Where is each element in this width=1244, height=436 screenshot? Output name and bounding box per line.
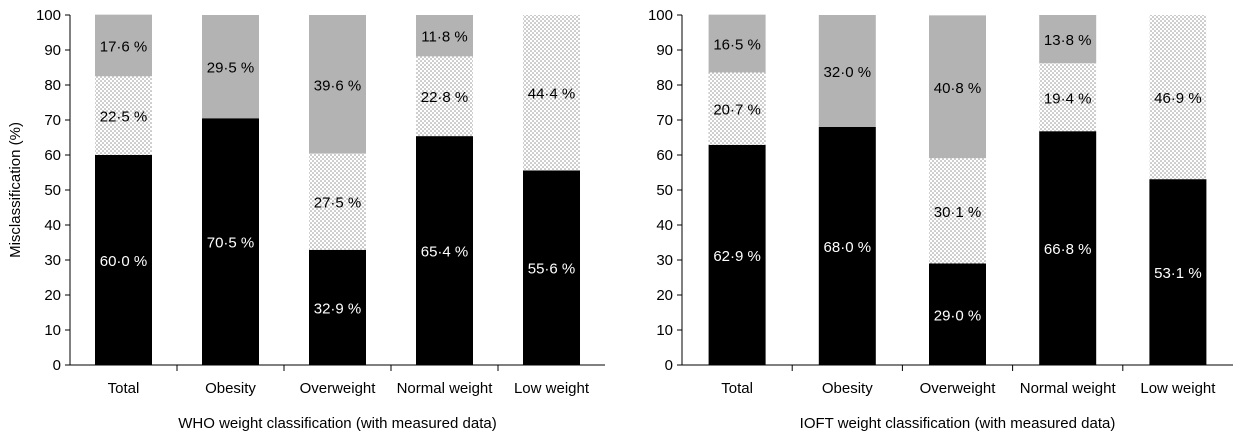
- y-tick-label: 100: [36, 7, 61, 24]
- bar-segment: [95, 155, 152, 365]
- y-tick-label: 50: [656, 182, 673, 199]
- x-category-label: Overweight: [920, 380, 997, 397]
- bar-data-label: 55·6 %: [528, 261, 576, 278]
- bar-segment: [416, 15, 473, 57]
- y-tick-label: 0: [53, 357, 61, 374]
- bar-data-label: 17·6 %: [100, 38, 148, 55]
- x-axis-title: WHO weight classification (with measured…: [178, 415, 496, 432]
- bar-data-label: 40·8 %: [934, 80, 982, 97]
- bar-data-label: 32·0 %: [824, 64, 872, 81]
- bar-data-label: 19·4 %: [1044, 90, 1092, 107]
- y-tick-label: 60: [656, 147, 673, 164]
- y-tick-label: 50: [44, 182, 61, 199]
- bar-segment: [1039, 15, 1097, 64]
- x-category-label: Obesity: [822, 380, 873, 397]
- ioft-chart-panel: 0 10 20 30 40 50 60 70 80 90 100 62·9 % 20·7 % 16·5 %…: [648, 7, 1233, 432]
- x-category-label: Total: [108, 380, 140, 397]
- bar-segment: [929, 15, 986, 159]
- bar-data-label: 27·5 %: [314, 195, 362, 212]
- y-tick-label: 20: [44, 287, 61, 304]
- x-axis-title: IOFT weight classification (with measure…: [800, 415, 1116, 432]
- y-tick-label: 0: [665, 357, 673, 374]
- bar-data-label: 68·0 %: [824, 239, 872, 256]
- bar-data-label: 29·5 %: [207, 60, 255, 77]
- y-tick-label: 40: [44, 217, 61, 234]
- y-tick-label: 40: [656, 217, 673, 234]
- bar-segment: [708, 72, 766, 145]
- y-tick-label: 80: [656, 77, 673, 94]
- who-chart-panel: 0 10 20 30 40 50 60 70 80 90 100 60·0 % 22·5 % 17·6 %…: [7, 7, 605, 432]
- bar-segment: [818, 127, 876, 365]
- bar-segment: [309, 249, 366, 365]
- y-tick-label: 30: [656, 252, 673, 269]
- bar-data-label: 32·9 %: [314, 300, 362, 317]
- x-category-label: Low weight: [1140, 380, 1216, 397]
- bar-segment: [1039, 63, 1097, 132]
- bar-data-label: 29·0 %: [934, 307, 982, 324]
- bar-segment: [1149, 179, 1207, 365]
- y-tick-label: 30: [44, 252, 61, 269]
- bar-data-label: 62·9 %: [713, 248, 761, 265]
- y-tick-label: 10: [656, 322, 673, 339]
- bar-segment: [309, 15, 366, 154]
- y-tick-label: 90: [44, 42, 61, 59]
- bar-segment: [95, 76, 152, 155]
- bar-data-label: 46·9 %: [1154, 90, 1202, 107]
- x-category-label: Low weight: [514, 380, 590, 397]
- bar-segment: [523, 170, 580, 365]
- bar-segment: [416, 56, 473, 137]
- bar-data-label: 65·4 %: [421, 244, 469, 261]
- y-axis-title: Misclassification (%): [7, 122, 24, 258]
- bar-data-label: 22·5 %: [100, 109, 148, 126]
- bar-segment: [416, 136, 473, 365]
- x-category-label: Total: [721, 380, 753, 397]
- y-tick-label: 10: [44, 322, 61, 339]
- bar-data-label: 60·0 %: [100, 253, 148, 270]
- y-tick-label: 70: [44, 112, 61, 129]
- bar-data-label: 16·5 %: [713, 37, 761, 54]
- bar-segment: [202, 15, 259, 119]
- bar-data-label: 20·7 %: [713, 102, 761, 119]
- y-tick-label: 60: [44, 147, 61, 164]
- bar-segment: [929, 263, 986, 365]
- bar-data-label: 66·8 %: [1044, 241, 1092, 258]
- bar-segment: [523, 15, 580, 171]
- bar-segment: [708, 144, 766, 365]
- bar-data-label: 70·5 %: [207, 235, 255, 252]
- bar-segment: [818, 15, 876, 127]
- y-tick-label: 100: [648, 7, 673, 24]
- x-category-label: Normal weight: [397, 380, 494, 397]
- bar-data-label: 53·1 %: [1154, 265, 1202, 282]
- bar-segment: [202, 118, 259, 365]
- bar-segment: [1039, 131, 1097, 365]
- bar-data-label: 39·6 %: [314, 77, 362, 94]
- bar-data-label: 13·8 %: [1044, 32, 1092, 49]
- bar-data-label: 30·1 %: [934, 204, 982, 221]
- bar-segment: [708, 14, 766, 73]
- bar-data-label: 22·8 %: [421, 89, 469, 106]
- bar-segment: [95, 14, 152, 77]
- y-tick-label: 70: [656, 112, 673, 129]
- x-category-label: Normal weight: [1020, 380, 1117, 397]
- bar-segment: [1149, 15, 1207, 180]
- bar-data-label: 11·8 %: [421, 29, 467, 46]
- bar-segment: [309, 153, 366, 250]
- bar-segment: [929, 158, 986, 264]
- x-category-label: Overweight: [300, 380, 377, 397]
- y-tick-label: 20: [656, 287, 673, 304]
- y-tick-label: 90: [656, 42, 673, 59]
- y-tick-label: 80: [44, 77, 61, 94]
- x-category-label: Obesity: [205, 380, 256, 397]
- bar-data-label: 44·4 %: [528, 86, 576, 103]
